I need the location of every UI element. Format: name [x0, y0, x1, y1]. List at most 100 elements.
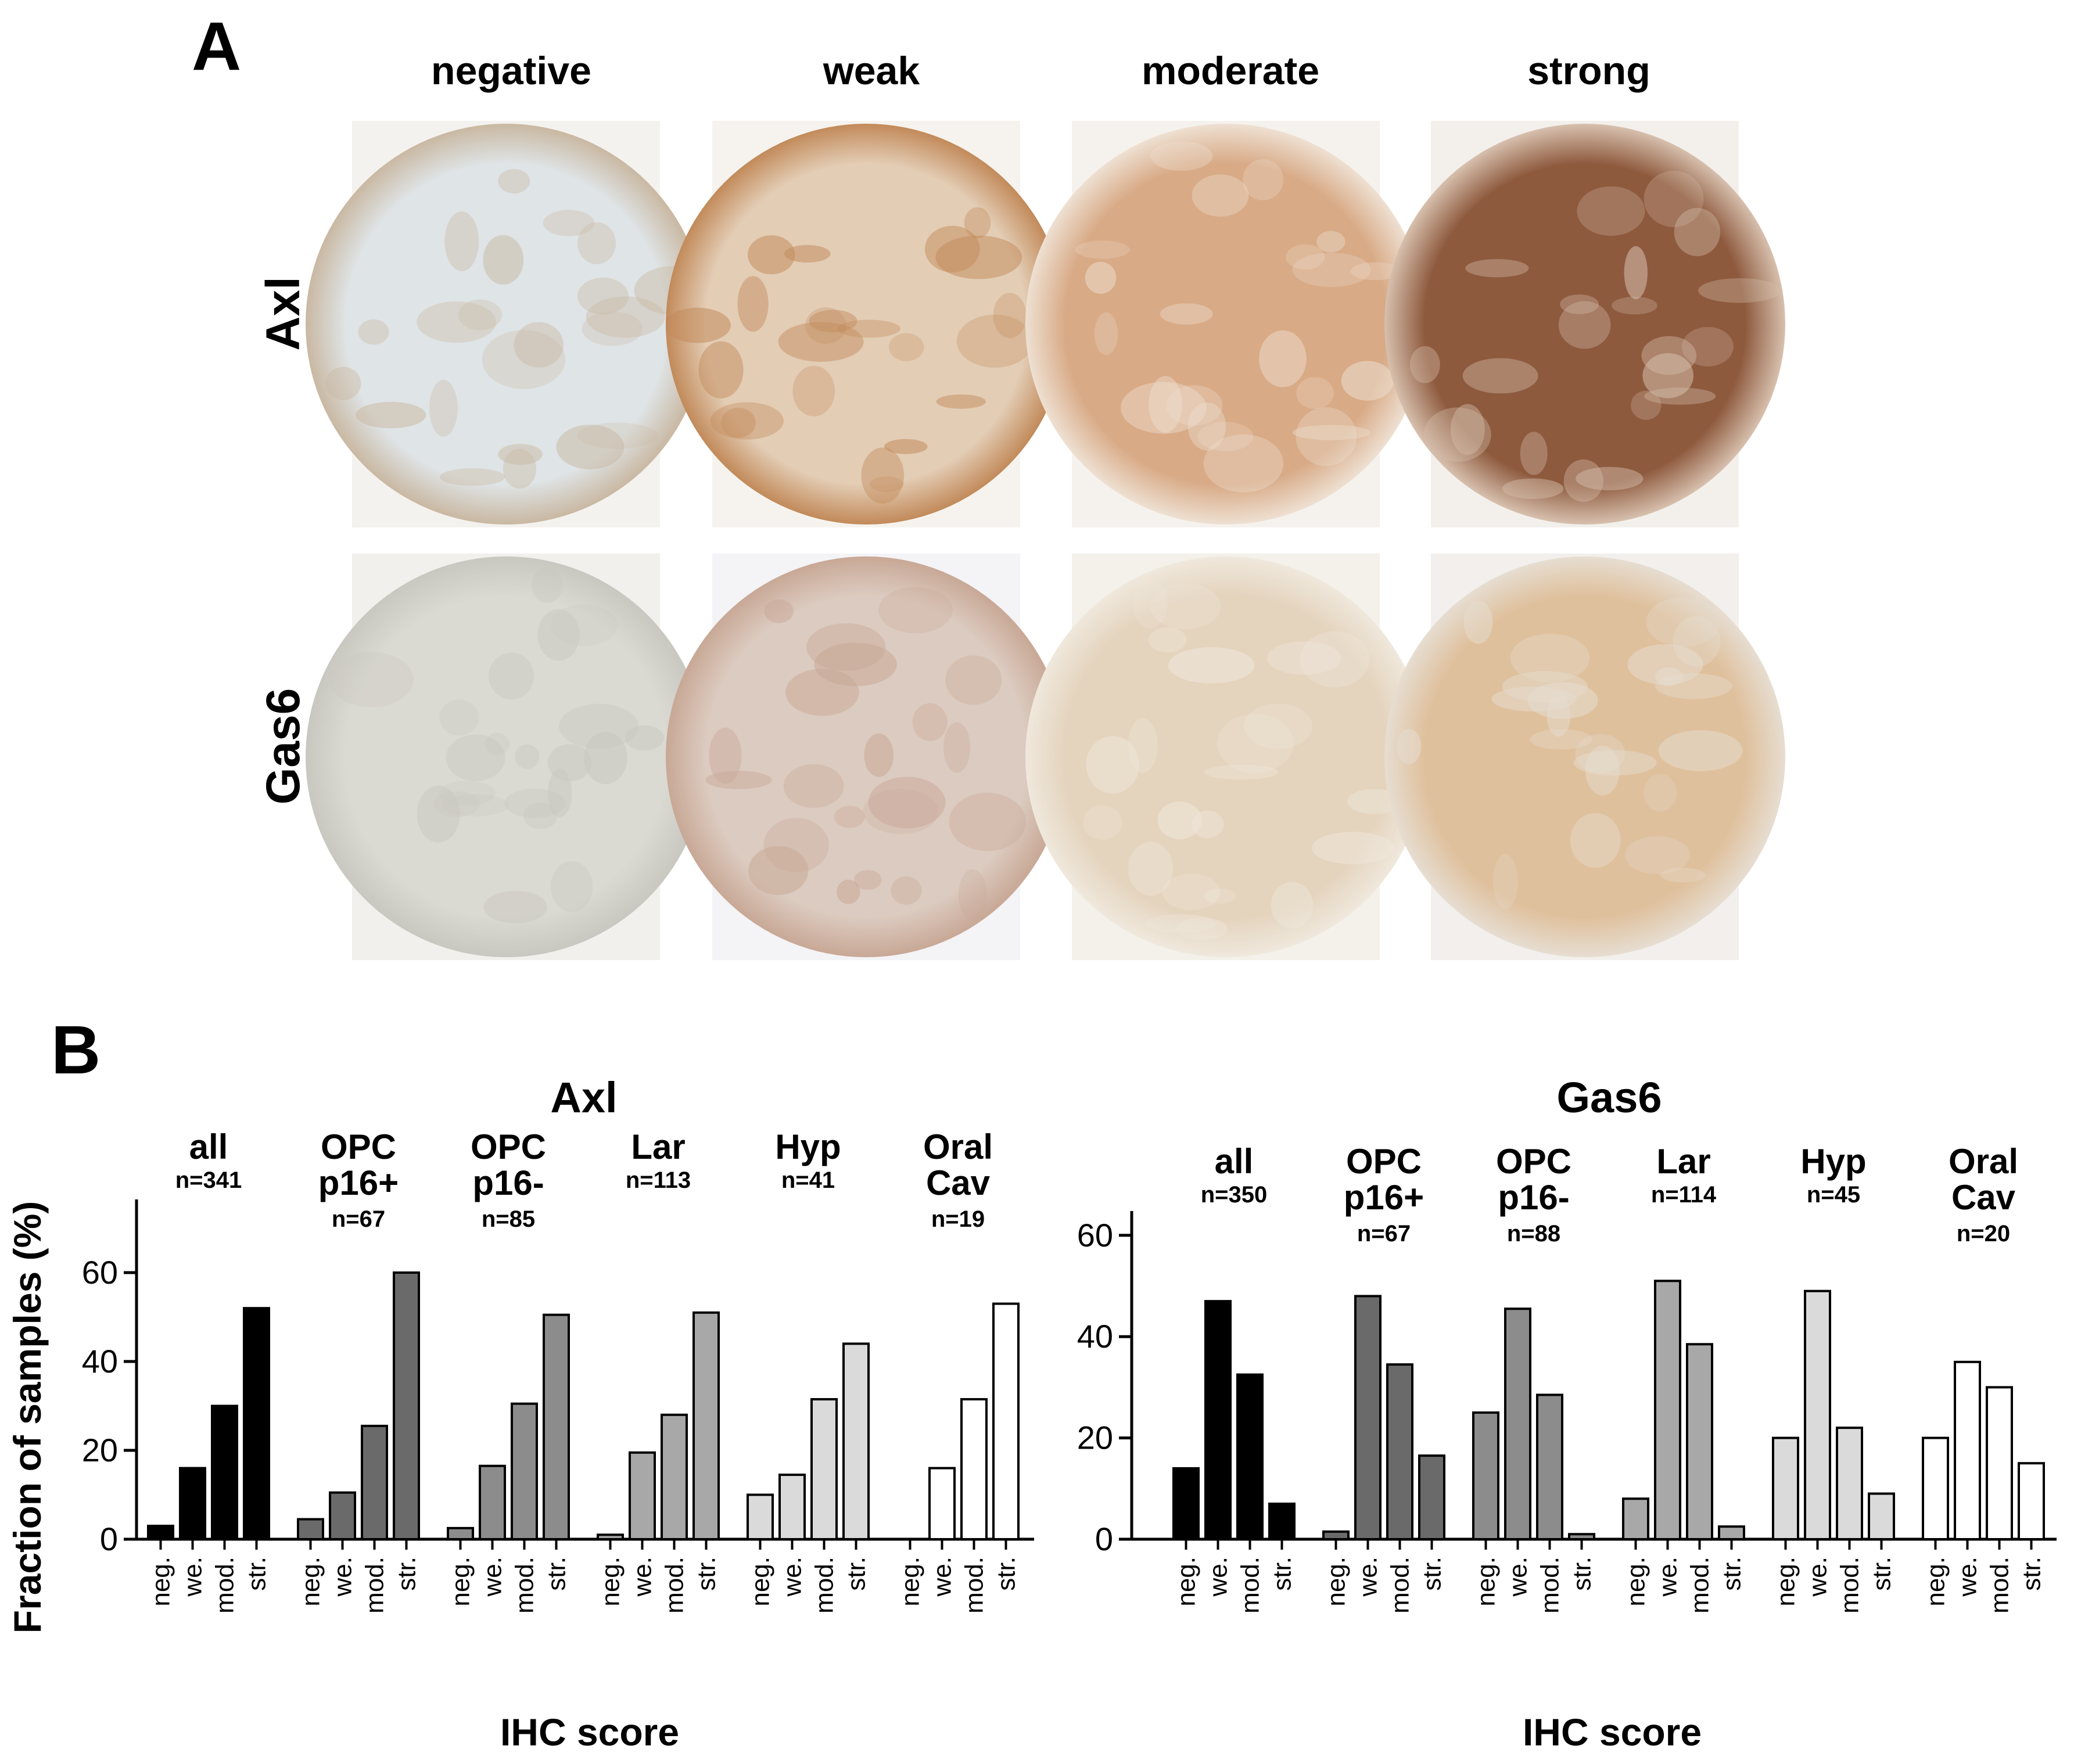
tissue-axl-weak	[666, 121, 1067, 527]
axl-category-label: str.	[992, 1557, 1021, 1591]
axl-bar	[992, 1302, 1020, 1541]
tissue-gas6-weak	[666, 554, 1067, 960]
axl-category-label: neg.	[147, 1557, 175, 1607]
panel-b: B Fraction of samples (%) IHC score IHC …	[6, 1012, 2057, 1754]
gas6-group-label: OPC	[1346, 1142, 1422, 1181]
axl-category-label: neg.	[747, 1557, 775, 1607]
axl-bar	[842, 1342, 870, 1540]
panel-a: A negative weak moderate strong Axl Gas6	[192, 8, 1785, 960]
tissue-image-grid	[306, 121, 1785, 960]
gas6-group-n: n=114	[1651, 1182, 1717, 1208]
gas6-category-label: str.	[1868, 1557, 1896, 1591]
tissue-axl-moderate-texture	[1075, 141, 1401, 493]
gas6-bar	[1536, 1393, 1563, 1540]
axl-group-label: OPC	[321, 1127, 396, 1166]
gas6-bar	[1772, 1436, 1799, 1541]
row-header-axl: Axl	[257, 276, 310, 351]
gas6-category-label: str.	[1268, 1557, 1297, 1591]
gas6-category-label: neg.	[1622, 1557, 1650, 1607]
axl-bar	[960, 1398, 988, 1540]
x-axis-title-gas6: IHC score	[1523, 1711, 1702, 1754]
gas6-group-label: OPC	[1496, 1142, 1571, 1181]
axl-bar	[147, 1525, 174, 1541]
gas6-bar	[1504, 1307, 1531, 1540]
axl-group-label: Oral	[923, 1127, 993, 1166]
column-header-weak: weak	[823, 49, 920, 93]
axl-group-n: n=113	[626, 1167, 691, 1193]
tissue-axl-weak-texture	[666, 207, 1034, 504]
axl-group-label: p16-	[472, 1163, 544, 1202]
tissue-gas6-strong-texture	[1397, 597, 1743, 910]
gas6-bar	[1922, 1436, 1949, 1541]
gas6-group-label: Cav	[1951, 1178, 2016, 1217]
gas6-bar	[1686, 1343, 1713, 1541]
axl-bar	[329, 1491, 356, 1541]
gas6-bar	[2018, 1462, 2045, 1540]
axl-group-label: OPC	[471, 1127, 546, 1166]
tissue-gas6-moderate	[1025, 554, 1426, 960]
gas6-category-label: mod.	[1686, 1557, 1714, 1614]
gas6-title: Gas6	[1556, 1073, 1662, 1122]
row-header-gas6: Gas6	[257, 688, 310, 805]
axl-group-label: Hyp	[775, 1127, 841, 1166]
gas6-category-label: we.	[1504, 1557, 1533, 1597]
axl-category-label: neg.	[896, 1557, 925, 1607]
axl-group-label: Lar	[631, 1127, 685, 1166]
axl-category-label: we.	[179, 1557, 207, 1597]
gas6-bar	[1236, 1373, 1264, 1541]
tissue-gas6-negative-core	[306, 556, 706, 957]
axl-y-tick-label: 0	[100, 1521, 118, 1557]
axl-bar	[179, 1467, 206, 1541]
axl-bar	[393, 1271, 420, 1540]
gas6-category-label: mod.	[1836, 1557, 1864, 1614]
gas6-category-label: str.	[1418, 1557, 1447, 1591]
gas6-bar	[1322, 1530, 1350, 1540]
axl-group-label: p16+	[318, 1163, 399, 1202]
gas6-category-label: mod.	[1536, 1557, 1565, 1614]
gas6-category-label: neg.	[1772, 1557, 1800, 1607]
axl-category-label: mod.	[511, 1557, 539, 1614]
gas6-bar	[1204, 1300, 1232, 1540]
gas6-bar	[1354, 1295, 1382, 1540]
axl-group-n: n=67	[332, 1206, 385, 1232]
tissue-axl-strong-texture	[1410, 171, 1781, 502]
axl-category-label: mod.	[361, 1557, 389, 1614]
axl-bar	[661, 1413, 688, 1541]
tissue-gas6-strong	[1384, 554, 1785, 960]
tissue-axl-negative	[306, 121, 706, 527]
gas6-category-label: str.	[2018, 1557, 2046, 1591]
gas6-y-tick-label: 0	[1095, 1521, 1113, 1557]
tissue-gas6-weak-texture	[705, 587, 1026, 922]
axl-category-label: mod.	[810, 1557, 839, 1614]
axl-y-tick-label: 60	[82, 1254, 118, 1291]
tissue-axl-strong	[1384, 121, 1785, 527]
gas6-bar	[1418, 1454, 1445, 1541]
axl-bar	[511, 1402, 538, 1541]
gas6-group-n: n=45	[1807, 1182, 1860, 1208]
axl-category-label: we.	[928, 1557, 957, 1597]
gas6-group-n: n=350	[1201, 1182, 1268, 1208]
tissue-axl-strong-core	[1384, 124, 1785, 524]
gas6-bar	[1654, 1280, 1681, 1541]
axl-group-n: n=341	[175, 1167, 242, 1193]
gas6-category-label: neg.	[1922, 1557, 1950, 1607]
axl-bar	[211, 1404, 238, 1540]
axl-category-label: mod.	[960, 1557, 989, 1614]
axl-group-label: Cav	[926, 1163, 991, 1202]
gas6-category-label: neg.	[1322, 1557, 1351, 1607]
axl-bar	[810, 1398, 838, 1540]
gas6-category-label: neg.	[1172, 1557, 1201, 1607]
column-header-moderate: moderate	[1142, 49, 1319, 93]
gas6-group-n: n=20	[1957, 1221, 2010, 1246]
gas6-category-label: mod.	[1986, 1557, 2014, 1614]
gas6-bar	[1804, 1289, 1831, 1540]
gas6-group-label: all	[1215, 1142, 1254, 1181]
x-axis-title-axl: IHC score	[500, 1711, 679, 1754]
axl-bar	[778, 1474, 806, 1540]
axl-bar	[361, 1424, 388, 1541]
gas6-category-label: str.	[1718, 1557, 1746, 1591]
axl-bar	[447, 1526, 474, 1540]
gas6-bar	[1868, 1492, 1895, 1541]
